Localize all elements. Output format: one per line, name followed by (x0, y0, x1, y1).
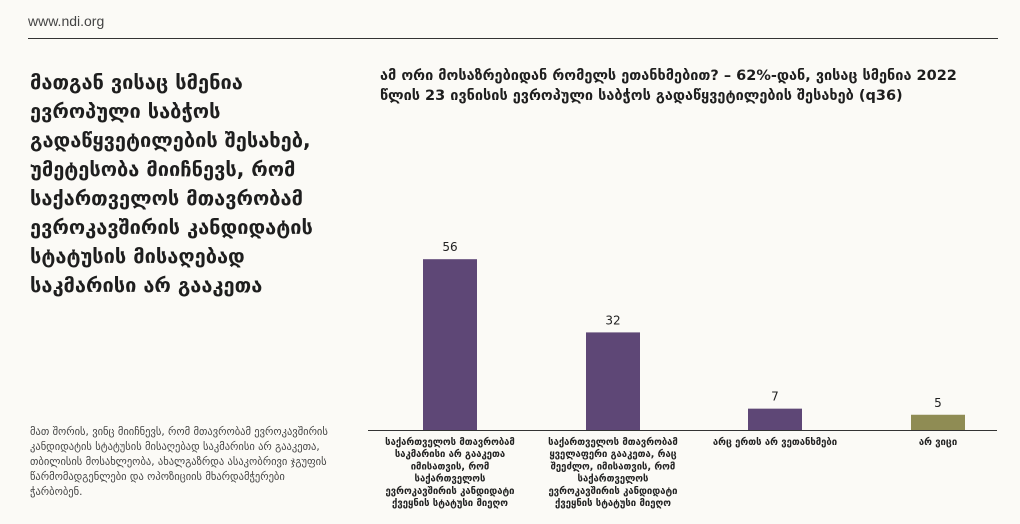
bar-1 (423, 259, 477, 430)
data-label-4: 5 (934, 396, 942, 410)
footnote: მათ შორის, ვინც მიიჩნევს, რომ მთავრობამ … (30, 426, 328, 498)
headline: მათგან ვისაც სმენია ევროპული საბჭოს გადა… (30, 70, 313, 297)
header-divider (28, 38, 998, 39)
chart-title: ამ ორი მოსაზრებიდან რომელს ეთანხმებით? –… (380, 68, 957, 104)
data-label-3: 7 (771, 390, 779, 404)
category-label-2: საქართველოს მთავრობამ ყველაფერი გააკეთა, … (548, 437, 678, 509)
data-label-1: 56 (442, 240, 457, 254)
category-label-3: არც ერთს არ ვეთანხმები (713, 437, 837, 448)
data-label-2: 32 (605, 313, 620, 327)
bar-3 (748, 408, 802, 430)
site-url: www.ndi.org (28, 13, 105, 29)
category-label-1: საქართველოს მთავრობამ საკმარისი არ გააკეთ… (385, 437, 515, 509)
category-label-4: არ ვიცი (919, 437, 957, 448)
bar-2 (586, 332, 640, 430)
bar-4 (911, 414, 965, 430)
